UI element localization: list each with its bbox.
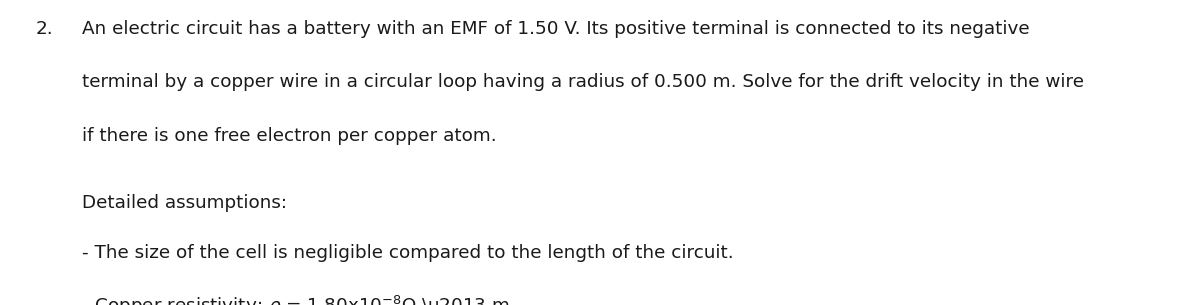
Text: - Copper resistivity: $\rho$ = 1.80x10$^{-8}\Omega$ \u2013 m: - Copper resistivity: $\rho$ = 1.80x10$^… (82, 294, 509, 305)
Text: if there is one free electron per copper atom.: if there is one free electron per copper… (82, 127, 497, 145)
Text: 2.: 2. (36, 20, 54, 38)
Text: - The size of the cell is negligible compared to the length of the circuit.: - The size of the cell is negligible com… (82, 244, 733, 262)
Text: An electric circuit has a battery with an EMF of 1.50 V. Its positive terminal i: An electric circuit has a battery with a… (82, 20, 1030, 38)
Text: terminal by a copper wire in a circular loop having a radius of 0.500 m. Solve f: terminal by a copper wire in a circular … (82, 73, 1084, 91)
Text: Detailed assumptions:: Detailed assumptions: (82, 194, 287, 212)
